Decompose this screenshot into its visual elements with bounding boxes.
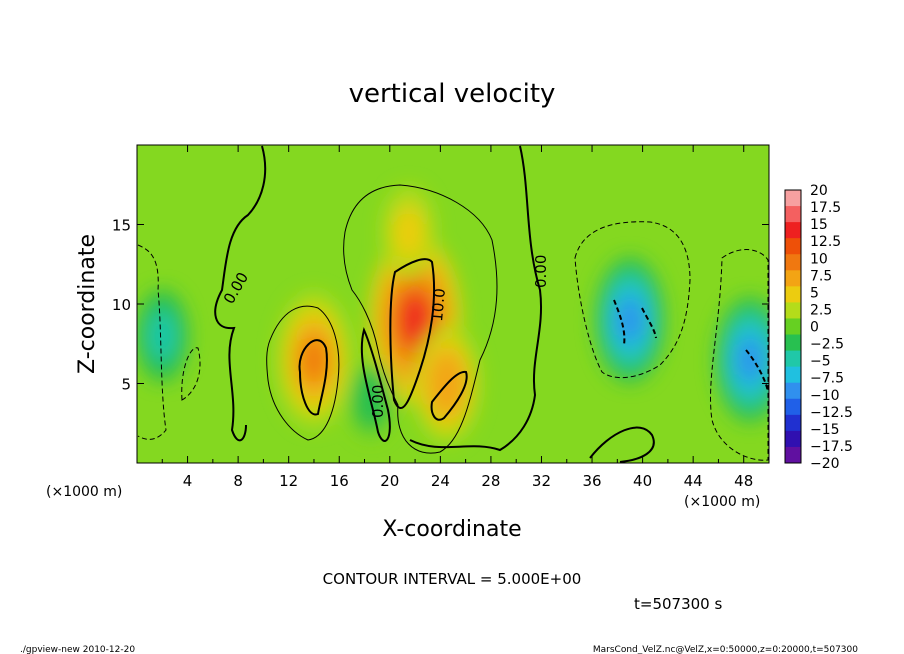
contour-label: 0.00: [532, 255, 550, 288]
y-axis: 5 10 15: [112, 217, 769, 394]
colorbar-label: 20: [810, 183, 828, 199]
minus-ten-contour: [613, 299, 626, 346]
velocity-cell: [299, 336, 328, 383]
five-contour: [343, 184, 498, 454]
colorbar-swatch: [785, 366, 801, 384]
colorbar-swatch: [785, 238, 801, 255]
colorbar-swatch: [785, 334, 801, 352]
colorbar-swatch: [785, 318, 801, 336]
colorbar-label: −12.5: [810, 405, 853, 421]
minus-ten-contour: [745, 349, 769, 393]
footer-right: MarsCond_VelZ.nc@VelZ,x=0:50000,z=0:2000…: [593, 645, 858, 654]
x-axis-label: X-coordinate: [382, 517, 521, 542]
colorbar-label: −15: [810, 422, 840, 438]
y-axis-label: Z-coordinate: [75, 234, 100, 374]
y-tick-label: 15: [112, 217, 131, 235]
colorbar-swatch: [785, 430, 801, 448]
minus-five-contour: [181, 347, 201, 401]
x-tick-label: 36: [582, 472, 601, 490]
colorbar-label: 15: [810, 217, 828, 233]
colorbar-label: 0: [810, 320, 819, 336]
x-tick-label: 24: [431, 472, 450, 490]
colorbar-label: 5: [810, 285, 819, 301]
minus-five-contour: [137, 244, 167, 440]
colorbar-frame: [784, 189, 802, 464]
colorbar-swatch: [785, 254, 801, 271]
colorbar-swatch: [785, 286, 801, 303]
minus-five-contour: [710, 249, 769, 461]
x-axis: 4 8 12 16 20 24 28 32 36 40 44 48: [161, 145, 753, 490]
zero-contour: [360, 327, 391, 442]
x-tick-label: 16: [330, 472, 349, 490]
y-tick-label: 10: [112, 296, 131, 314]
velocity-field: [137, 185, 769, 444]
x-tick-label: 28: [481, 472, 500, 490]
ten-contour: [389, 258, 436, 409]
contour-label: 10.0: [428, 288, 449, 323]
zero-contour: [409, 145, 542, 452]
colorbar-swatch: [785, 222, 801, 239]
y-tick-label: 5: [121, 376, 131, 394]
colorbar-swatch: [785, 302, 801, 319]
x-tick-label: 20: [380, 472, 399, 490]
x-tick-label: 48: [734, 472, 753, 490]
colorbar-swatch: [785, 414, 801, 432]
colorbar-label: −2.5: [810, 337, 844, 353]
x-tick-label: 44: [684, 472, 703, 490]
plot-area: 0.00 0.00 0.00 10.0: [137, 145, 769, 463]
x-tick-label: 40: [633, 472, 652, 490]
x-tick-label: 12: [279, 472, 298, 490]
five-contour: [266, 305, 340, 441]
colorbar-label: 10: [810, 251, 828, 267]
y-unit-label: (×1000 m): [46, 484, 122, 500]
zero-contour: [589, 426, 655, 463]
velocity-cell: [151, 318, 174, 354]
colorbar-swatch: [785, 398, 801, 416]
contour-interval: CONTOUR INTERVAL = 5.000E+00: [323, 570, 582, 588]
ten-contour: [298, 339, 328, 416]
colorbar-label: 2.5: [810, 302, 832, 318]
colorbar-label: −20: [810, 456, 840, 472]
colorbar-swatch: [785, 382, 801, 400]
x-unit-label: (×1000 m): [684, 494, 760, 510]
contour-label: 0.00: [369, 385, 387, 418]
zero-contour: [214, 145, 267, 442]
colorbar-swatch: [785, 446, 801, 464]
colorbar-swatch: [785, 190, 801, 207]
minus-ten-contour: [641, 307, 657, 339]
colorbar-label: −17.5: [810, 439, 853, 455]
colorbar-label: −5: [810, 354, 831, 370]
x-tick-label: 4: [183, 472, 193, 490]
x-tick-label: 32: [532, 472, 551, 490]
velocity-cell: [397, 214, 421, 251]
chart-title: vertical velocity: [349, 79, 556, 109]
colorbar-label: −7.5: [810, 371, 844, 387]
colorbar-label: 7.5: [810, 268, 832, 284]
x-tick-label: 8: [233, 472, 243, 490]
time-label: t=507300 s: [634, 595, 722, 613]
contour-lines: [137, 145, 769, 463]
colorbar-swatch: [785, 270, 801, 287]
velocity-cell: [736, 337, 764, 382]
minus-five-contour: [574, 221, 691, 379]
colorbar-swatch: [785, 206, 801, 223]
colorbar-label: −10: [810, 388, 840, 404]
velocity-cell: [398, 292, 432, 348]
colorbar-swatch: [785, 350, 801, 368]
footer-left: ./gpview-new 2010-12-20: [20, 645, 135, 654]
colorbar-label: 17.5: [810, 200, 841, 216]
colorbar-label: 12.5: [810, 234, 841, 250]
ten-contour: [430, 370, 468, 421]
